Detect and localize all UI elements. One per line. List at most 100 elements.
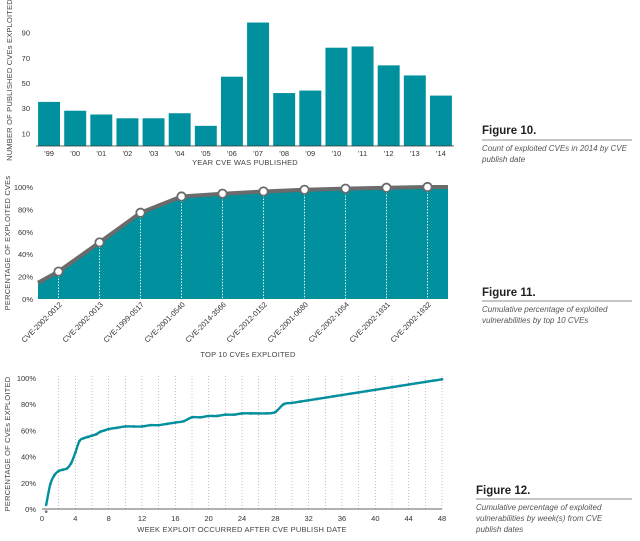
- x-tick-label: 36: [338, 514, 346, 523]
- x-tick-label: CVE-2002-0012: [20, 300, 64, 344]
- bar: [429, 95, 452, 146]
- figure-10-caption-line-2: publish date: [481, 155, 526, 164]
- data-point: [299, 184, 310, 195]
- x-tick-label: '00: [70, 149, 80, 158]
- x-tick-label: 48: [438, 514, 446, 523]
- x-tick-label: 24: [238, 514, 246, 523]
- x-axis-label: YEAR CVE WAS PUBLISHED: [192, 158, 298, 167]
- bar: [325, 47, 348, 146]
- scatter-point: [44, 510, 48, 514]
- bar: [351, 46, 374, 146]
- y-tick-label: 30: [22, 104, 30, 113]
- bar: [116, 118, 139, 146]
- data-point: [176, 191, 187, 202]
- x-tick-labels: CVE-2002-0012CVE-2002-0013CVE-1999-0517C…: [20, 300, 433, 344]
- x-tick-label: '02: [123, 149, 133, 158]
- x-tick-label: 8: [107, 514, 111, 523]
- figure-12-scatter-chart: 0%20%40%60%80%100% 0 4 8 12 16 20 24 28 32 36 40 44…: [3, 374, 446, 534]
- bar: [299, 90, 322, 146]
- y-axis-label: PERCENTAGE OF EXPLOITED CVEs: [3, 176, 12, 311]
- x-tick-label: 28: [271, 514, 279, 523]
- x-tick-label: CVE-2002-0013: [61, 300, 105, 344]
- data-point: [135, 207, 146, 218]
- figure-12-caption: Figure 12. Cumulative percentage of expl…: [475, 485, 632, 534]
- x-tick-label: 12: [138, 514, 146, 523]
- x-tick-label: 16: [171, 514, 179, 523]
- bar: [403, 75, 426, 146]
- bar: [273, 93, 296, 146]
- figure-10-caption-line-1: Count of exploited CVEs in 2014 by CVE: [482, 144, 628, 153]
- y-tick-label: 100%: [14, 183, 34, 192]
- y-tick-label: 90: [22, 29, 30, 38]
- x-tick-label: 32: [304, 514, 312, 523]
- x-tick-label: 44: [404, 514, 412, 523]
- y-tick-label: 20%: [18, 273, 33, 282]
- y-axis-label: NUMBER OF PUBLISHED CVEs EXPLOITED: [5, 0, 14, 161]
- y-tick-label: 60%: [18, 228, 33, 237]
- figure-11-title: Figure 11.: [482, 287, 536, 299]
- trend-curve: [44, 378, 444, 507]
- x-tick-label: CVE-2014-3566: [184, 300, 228, 344]
- x-tick-label: CVE-2002-1932: [389, 300, 433, 344]
- scatter-points: [44, 377, 444, 514]
- data-point: [258, 186, 269, 197]
- x-tick-label: '04: [175, 149, 185, 158]
- x-tick-label: CVE-2001-0680: [266, 300, 310, 344]
- y-tick-label: 10: [22, 129, 30, 138]
- bar: [90, 114, 113, 146]
- x-tick-label: '10: [332, 149, 342, 158]
- y-tick-labels: 0% 20% 40% 60% 80% 100%: [17, 374, 37, 514]
- x-tick-label: '03: [149, 149, 159, 158]
- x-tick-labels: '99 '00 '01 '02 '03 '04 '05 '06 '07 '08 '09 '10 '11 '…: [44, 149, 446, 158]
- x-tick-label: CVE-2001-0540: [143, 300, 187, 344]
- vertical-gridlines: [58, 376, 443, 509]
- bar: [142, 118, 165, 146]
- data-point: [340, 183, 351, 194]
- x-axis-label: WEEK EXPLOIT OCCURRED AFTER CVE PUBLISH …: [137, 525, 346, 534]
- y-tick-label: 80%: [18, 205, 33, 214]
- x-tick-label: 0: [40, 514, 44, 523]
- x-tick-label: 40: [371, 514, 379, 523]
- x-tick-label: '12: [384, 149, 394, 158]
- x-tick-label: 4: [73, 514, 77, 523]
- y-axis-label: PERCENTAGE OF CVEs EXPLOITED: [3, 376, 12, 511]
- figure-10-title: Figure 10.: [482, 125, 536, 137]
- figure-12-caption-line-3: publish dates: [475, 525, 523, 534]
- x-tick-label: '01: [96, 149, 106, 158]
- bar-series: [38, 22, 452, 146]
- y-tick-label: 20%: [21, 479, 36, 488]
- figure-11-caption-line-1: Cumulative percentage of exploited: [482, 305, 608, 314]
- y-tick-label: 60%: [21, 426, 36, 435]
- y-tick-label: 0%: [22, 295, 33, 304]
- x-tick-label: '08: [279, 149, 289, 158]
- y-tick-labels: 10 30 50 70 90: [22, 29, 30, 139]
- x-tick-label: '13: [410, 149, 420, 158]
- y-tick-label: 40%: [18, 250, 33, 259]
- figure-12-caption-line-1: Cumulative percentage of exploited: [476, 503, 602, 512]
- bar: [168, 113, 191, 146]
- bar: [247, 22, 270, 146]
- x-tick-label: '99: [44, 149, 54, 158]
- y-tick-label: 0%: [25, 505, 36, 514]
- data-point: [381, 182, 392, 193]
- x-tick-label: 20: [204, 514, 212, 523]
- y-tick-label: 100%: [17, 374, 37, 383]
- data-point: [53, 266, 64, 277]
- figure-12-title: Figure 12.: [476, 485, 530, 497]
- figure-10-caption: Figure 10. Count of exploited CVEs in 20…: [481, 125, 632, 164]
- figure-11-caption-line-2: vulnerabilities by top 10 CVEs: [482, 316, 588, 325]
- x-tick-label: '11: [358, 149, 367, 158]
- x-tick-label: CVE-2012-0152: [225, 300, 269, 344]
- y-tick-label: 50: [22, 79, 30, 88]
- bar: [377, 65, 400, 146]
- figure-10-bar-chart: 10 30 50 70 90 '99 '00 '01 '02 '03 '04 '05 '06 '07 '0…: [5, 0, 454, 167]
- y-tick-label: 70: [22, 54, 30, 63]
- x-tick-label: CVE-2002-1931: [348, 300, 392, 344]
- bar: [220, 76, 243, 146]
- trend-line: [44, 378, 444, 507]
- x-axis-label: TOP 10 CVEs EXPLOITED: [200, 350, 296, 359]
- x-tick-labels: 0 4 8 12 16 20 24 28 32 36 40 44 48: [40, 514, 446, 523]
- x-tick-label: '07: [253, 149, 263, 158]
- figure-11-area-chart: 0%20%40%60%80%100% CVE-2002-0012CVE-2002…: [3, 176, 448, 359]
